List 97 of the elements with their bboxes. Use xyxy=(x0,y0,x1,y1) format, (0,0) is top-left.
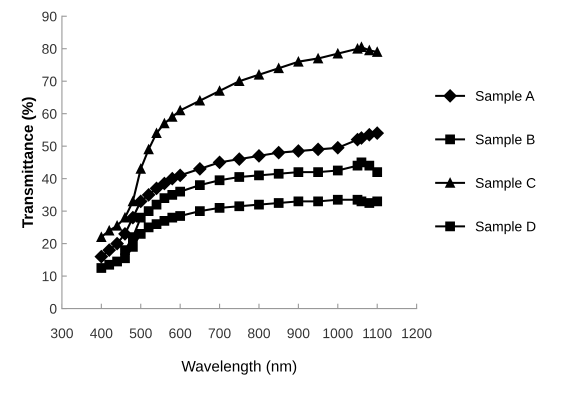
point xyxy=(331,141,344,154)
point xyxy=(134,194,148,208)
point xyxy=(150,182,164,195)
point xyxy=(313,54,323,64)
point xyxy=(94,250,108,264)
x-tick-label: 1000 xyxy=(323,328,353,338)
point xyxy=(214,86,224,96)
point xyxy=(370,126,384,140)
point xyxy=(372,167,382,178)
point xyxy=(128,242,138,252)
y-tick-label: 30 xyxy=(42,206,57,216)
point xyxy=(234,201,244,212)
point xyxy=(332,48,343,58)
point xyxy=(120,253,130,264)
point xyxy=(372,47,382,57)
point xyxy=(152,128,162,138)
point xyxy=(312,142,325,156)
y-axis-title: Transmittance (%) xyxy=(22,97,36,228)
point xyxy=(158,176,171,190)
y-tick-label: 20 xyxy=(42,238,57,249)
point xyxy=(364,45,374,56)
point xyxy=(254,170,264,180)
point xyxy=(212,156,226,169)
y-tick-label: 80 xyxy=(42,44,57,54)
point xyxy=(214,175,224,186)
point xyxy=(120,212,130,222)
point xyxy=(274,168,284,179)
point xyxy=(102,244,116,257)
point xyxy=(96,232,106,242)
x-axis-title: Wavelength (nm) xyxy=(181,360,296,375)
y-tick-label: 10 xyxy=(42,271,57,282)
x-tick-label: 300 xyxy=(50,328,73,338)
point xyxy=(294,56,304,67)
point xyxy=(136,228,146,239)
point xyxy=(294,167,304,178)
point xyxy=(254,200,264,210)
x-tick-label: 1100 xyxy=(363,328,392,338)
point xyxy=(195,96,205,106)
point xyxy=(274,198,284,208)
point xyxy=(175,211,186,221)
point xyxy=(332,194,343,205)
point xyxy=(152,200,162,210)
point xyxy=(174,168,187,182)
point xyxy=(252,149,266,162)
point xyxy=(364,198,374,208)
point xyxy=(152,219,162,229)
point xyxy=(272,146,286,160)
x-tick-label: 400 xyxy=(90,328,112,338)
x-tick-label: 800 xyxy=(248,328,270,338)
point xyxy=(104,226,114,236)
point xyxy=(112,220,122,231)
point xyxy=(193,162,206,176)
point xyxy=(96,263,106,273)
point xyxy=(175,186,186,196)
point xyxy=(195,180,205,190)
point xyxy=(232,152,246,166)
point xyxy=(136,212,146,222)
point xyxy=(294,196,304,206)
y-tick-label: 70 xyxy=(42,76,57,86)
point xyxy=(195,206,205,216)
point xyxy=(292,144,305,158)
point xyxy=(167,112,178,122)
point xyxy=(274,63,284,74)
point xyxy=(144,206,154,216)
legend-label: Sample D xyxy=(476,221,536,234)
y-tick-label: 40 xyxy=(42,174,57,184)
point xyxy=(142,188,156,202)
point xyxy=(175,106,186,116)
x-tick-label: 600 xyxy=(169,328,192,338)
y-tick-label: 50 xyxy=(42,141,57,152)
y-tick-label: 0 xyxy=(50,304,57,314)
x-tick-label: 500 xyxy=(130,328,152,338)
x-tick-label: 700 xyxy=(208,328,231,338)
point xyxy=(313,167,323,178)
point xyxy=(234,172,244,182)
point xyxy=(254,70,264,80)
point xyxy=(364,160,374,171)
point xyxy=(160,118,170,128)
point xyxy=(144,144,154,154)
point xyxy=(234,76,244,86)
point xyxy=(372,196,382,206)
point xyxy=(136,164,146,174)
x-tick-label: 900 xyxy=(287,328,310,338)
point xyxy=(112,256,122,266)
legend-label: Sample A xyxy=(476,90,535,104)
point xyxy=(214,203,224,213)
point xyxy=(110,237,124,250)
legend-label: Sample B xyxy=(476,134,535,148)
point xyxy=(332,166,343,176)
point xyxy=(160,193,170,203)
y-tick-label: 60 xyxy=(42,109,57,119)
x-tick-label: 1200 xyxy=(402,328,432,338)
point xyxy=(313,196,323,206)
y-tick-label: 90 xyxy=(42,12,57,22)
point xyxy=(128,196,138,206)
legend-label: Sample C xyxy=(476,178,536,191)
point xyxy=(356,158,366,168)
